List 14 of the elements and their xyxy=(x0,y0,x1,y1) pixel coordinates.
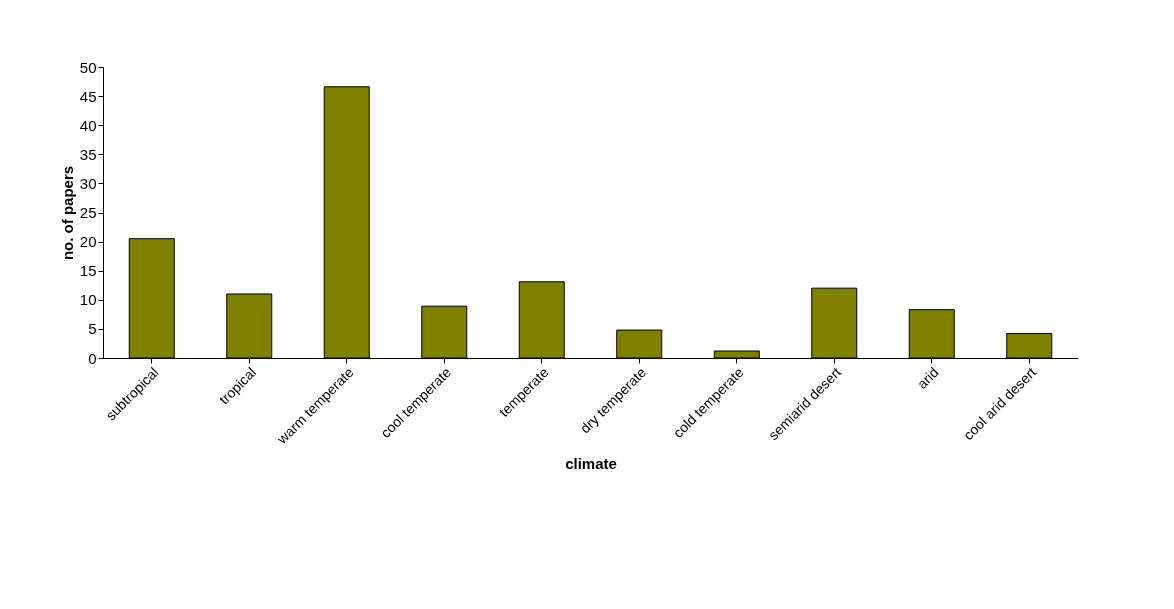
y-tick-label: 0 xyxy=(88,349,97,367)
x-axis-title: climate xyxy=(565,454,617,472)
y-tick-label: 10 xyxy=(79,291,97,309)
y-tick-label: 45 xyxy=(79,87,97,105)
y-tick-label: 25 xyxy=(79,204,97,221)
y-tick-label: 30 xyxy=(79,174,97,192)
y-tick-label: 20 xyxy=(79,233,97,251)
y-tick-label: 40 xyxy=(79,116,97,134)
y-tick-label: 35 xyxy=(79,145,97,163)
y-tick-label: 5 xyxy=(88,320,97,338)
y-tick-label: 50 xyxy=(79,58,97,76)
x-tick-label: arid xyxy=(913,364,942,392)
y-tick-label: 15 xyxy=(79,262,97,280)
y-axis-title: no. of papers xyxy=(58,165,76,261)
